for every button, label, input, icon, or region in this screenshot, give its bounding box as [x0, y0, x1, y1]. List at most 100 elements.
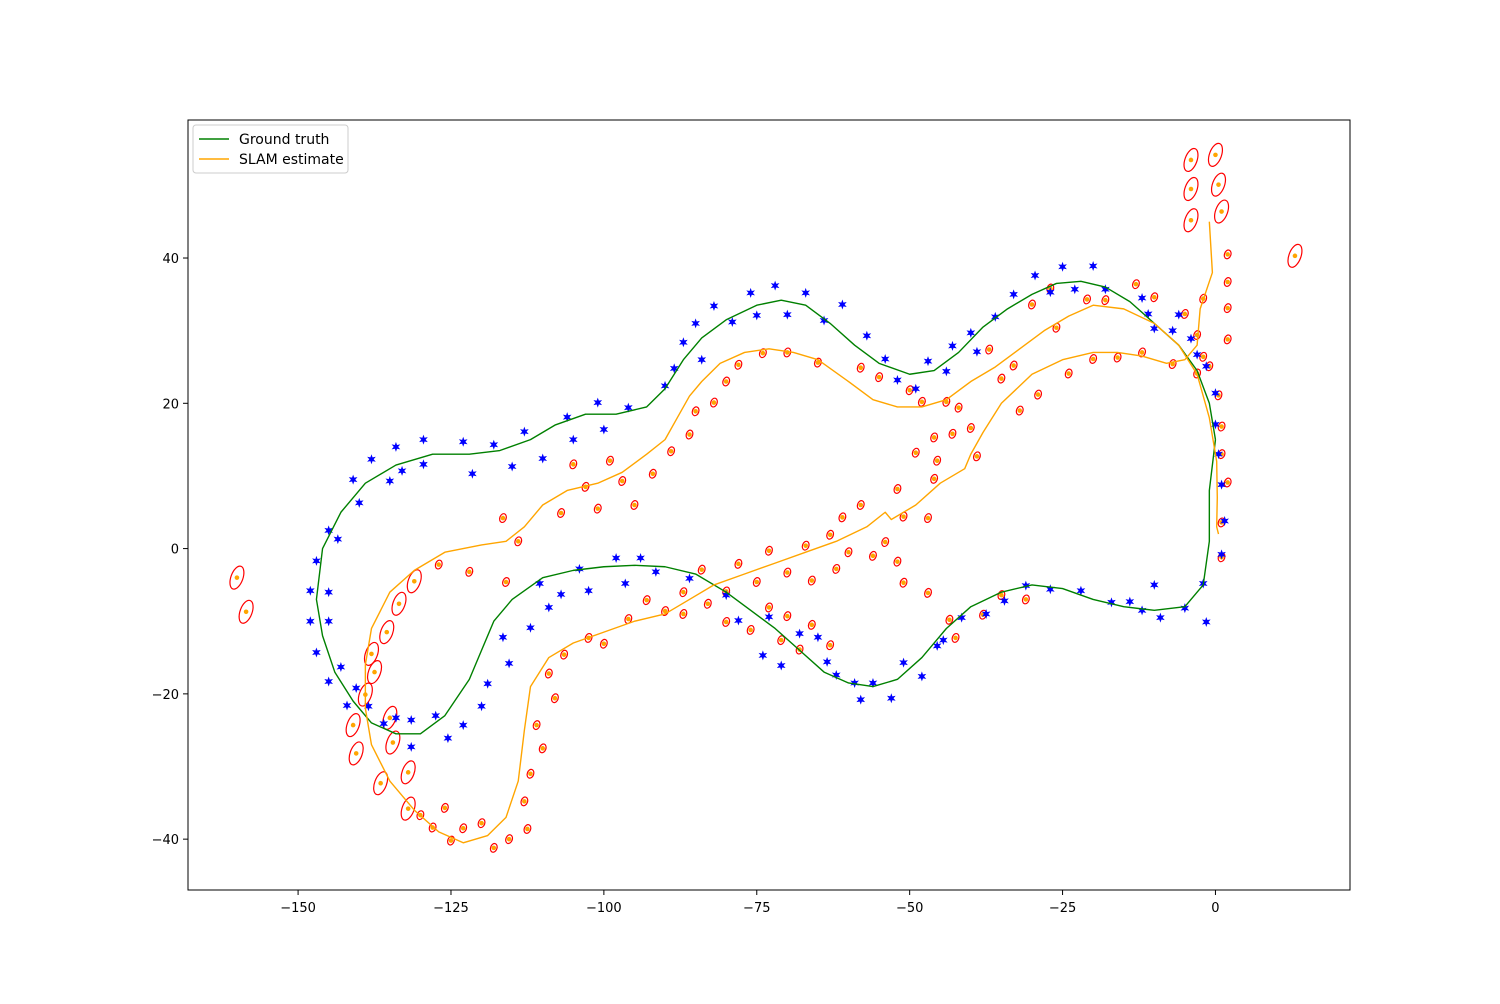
landmark-true-marker — [599, 424, 609, 435]
landmark-uncertainty-ellipse — [526, 768, 535, 779]
landmark-true-marker — [391, 712, 401, 723]
landmark-estimate-point — [558, 510, 564, 516]
landmark-estimate-point — [1139, 350, 1145, 355]
landmark-true-marker — [801, 287, 811, 298]
landmark-uncertainty-ellipse — [917, 396, 926, 407]
landmark-uncertainty-ellipse — [606, 455, 614, 466]
landmark-uncertainty-ellipse — [966, 423, 975, 433]
landmark-true-marker — [1214, 449, 1223, 460]
landmark-uncertainty-ellipse — [345, 713, 361, 738]
landmark-uncertainty-ellipse — [911, 447, 920, 458]
landmark-true-marker — [620, 578, 630, 589]
landmark-true-marker — [838, 299, 847, 310]
landmark-estimate-point — [809, 622, 815, 628]
landmark-uncertainty-ellipse — [722, 616, 731, 627]
landmark-estimate-point — [552, 695, 558, 701]
landmark-uncertainty-ellipse — [523, 824, 532, 834]
landmark-true-marker — [1220, 515, 1229, 526]
landmark-true-marker — [489, 439, 499, 450]
landmark-true-marker — [966, 327, 976, 338]
landmark-uncertainty-ellipse — [385, 730, 401, 755]
landmark-uncertainty-ellipse — [642, 595, 651, 606]
landmark-uncertainty-ellipse — [985, 344, 994, 355]
landmark-estimate-point — [1213, 152, 1218, 158]
x-tick-label: −100 — [586, 901, 622, 916]
landmark-true-marker — [324, 525, 333, 536]
landmark-estimate-point — [754, 579, 760, 585]
landmark-estimate-point — [1225, 305, 1230, 311]
landmark-estimate-point — [353, 751, 359, 756]
landmark-uncertainty-ellipse — [1015, 405, 1024, 416]
landmark-uncertainty-ellipse — [838, 512, 847, 523]
landmark-estimate-point — [895, 559, 900, 564]
landmark-true-marker — [691, 318, 700, 329]
landmark-estimate-point — [528, 771, 533, 777]
legend-label-slam-estimate: SLAM estimate — [239, 152, 344, 168]
landmark-uncertainty-ellipse — [505, 834, 514, 845]
landmark-uncertainty-ellipse — [447, 835, 455, 846]
landmark-true-marker — [336, 661, 346, 672]
landmark-uncertainty-ellipse — [1101, 295, 1110, 306]
landmark-true-marker — [1211, 388, 1220, 399]
landmark-estimate-point — [522, 799, 527, 804]
landmark-uncertainty-ellipse — [1034, 389, 1043, 400]
landmark-uncertainty-ellipse — [1183, 147, 1199, 173]
landmark-true-marker — [669, 363, 679, 374]
landmark-estimate-point — [1188, 217, 1194, 223]
landmark-estimate-point — [882, 539, 888, 545]
landmark-estimate-point — [1225, 252, 1230, 257]
landmark-uncertainty-ellipse — [972, 451, 981, 462]
landmark-uncertainty-ellipse — [1028, 299, 1036, 310]
landmark-estimate-point — [540, 746, 546, 751]
landmark-uncertainty-ellipse — [679, 608, 688, 619]
landmark-uncertainty-ellipse — [826, 640, 835, 651]
landmark-uncertainty-ellipse — [1183, 176, 1199, 202]
landmark-true-marker — [685, 573, 694, 584]
landmark-true-marker — [1009, 289, 1018, 300]
landmark-uncertainty-ellipse — [924, 587, 932, 598]
landmark-uncertainty-ellipse — [679, 587, 688, 598]
landmark-uncertainty-ellipse — [826, 529, 835, 540]
landmark-uncertainty-ellipse — [997, 373, 1006, 384]
landmark-estimate-point — [405, 806, 411, 811]
landmark-estimate-point — [760, 350, 766, 356]
landmark-uncertainty-ellipse — [844, 547, 853, 558]
landmark-true-marker — [734, 615, 743, 626]
landmark-estimate-point — [809, 578, 815, 583]
landmark-estimate-point — [968, 425, 974, 431]
landmark-true-marker — [348, 474, 358, 485]
landmark-true-marker — [776, 660, 786, 671]
landmark-estimate-point — [506, 836, 512, 842]
landmark-uncertainty-ellipse — [560, 649, 569, 660]
landmark-true-marker — [1021, 580, 1031, 591]
landmark-true-marker — [342, 700, 352, 711]
landmark-estimate-point — [1115, 355, 1120, 360]
landmark-estimate-point — [384, 629, 390, 635]
landmark-true-marker — [324, 616, 333, 627]
landmark-true-marker — [893, 375, 902, 386]
landmark-estimate-point — [723, 379, 729, 384]
x-tick-label: −150 — [280, 901, 316, 916]
landmark-estimate-point — [974, 454, 980, 459]
landmark-uncertainty-ellipse — [1052, 322, 1061, 333]
landmark-uncertainty-ellipse — [783, 567, 792, 578]
landmark-true-marker — [477, 701, 486, 712]
landmark-estimate-point — [934, 458, 940, 463]
landmark-estimate-point — [840, 515, 845, 520]
landmark-true-marker — [880, 353, 890, 364]
landmark-true-marker — [526, 622, 535, 633]
landmark-uncertainty-ellipse — [1193, 368, 1202, 379]
x-tick-label: −50 — [896, 901, 923, 916]
landmark-uncertainty-ellipse — [502, 577, 510, 587]
landmark-estimate-point — [925, 515, 931, 521]
landmark-uncertainty-ellipse — [703, 598, 712, 609]
landmark-true-marker — [406, 741, 416, 752]
landmark-true-marker — [584, 585, 593, 596]
landmark-estimate-point — [1225, 337, 1230, 342]
landmark-uncertainty-ellipse — [584, 632, 593, 643]
landmark-estimate-point — [699, 567, 705, 572]
landmark-estimate-point — [711, 400, 717, 405]
landmark-uncertainty-ellipse — [1089, 354, 1098, 364]
landmark-estimate-point — [369, 651, 374, 657]
landmark-uncertainty-ellipse — [930, 432, 939, 443]
